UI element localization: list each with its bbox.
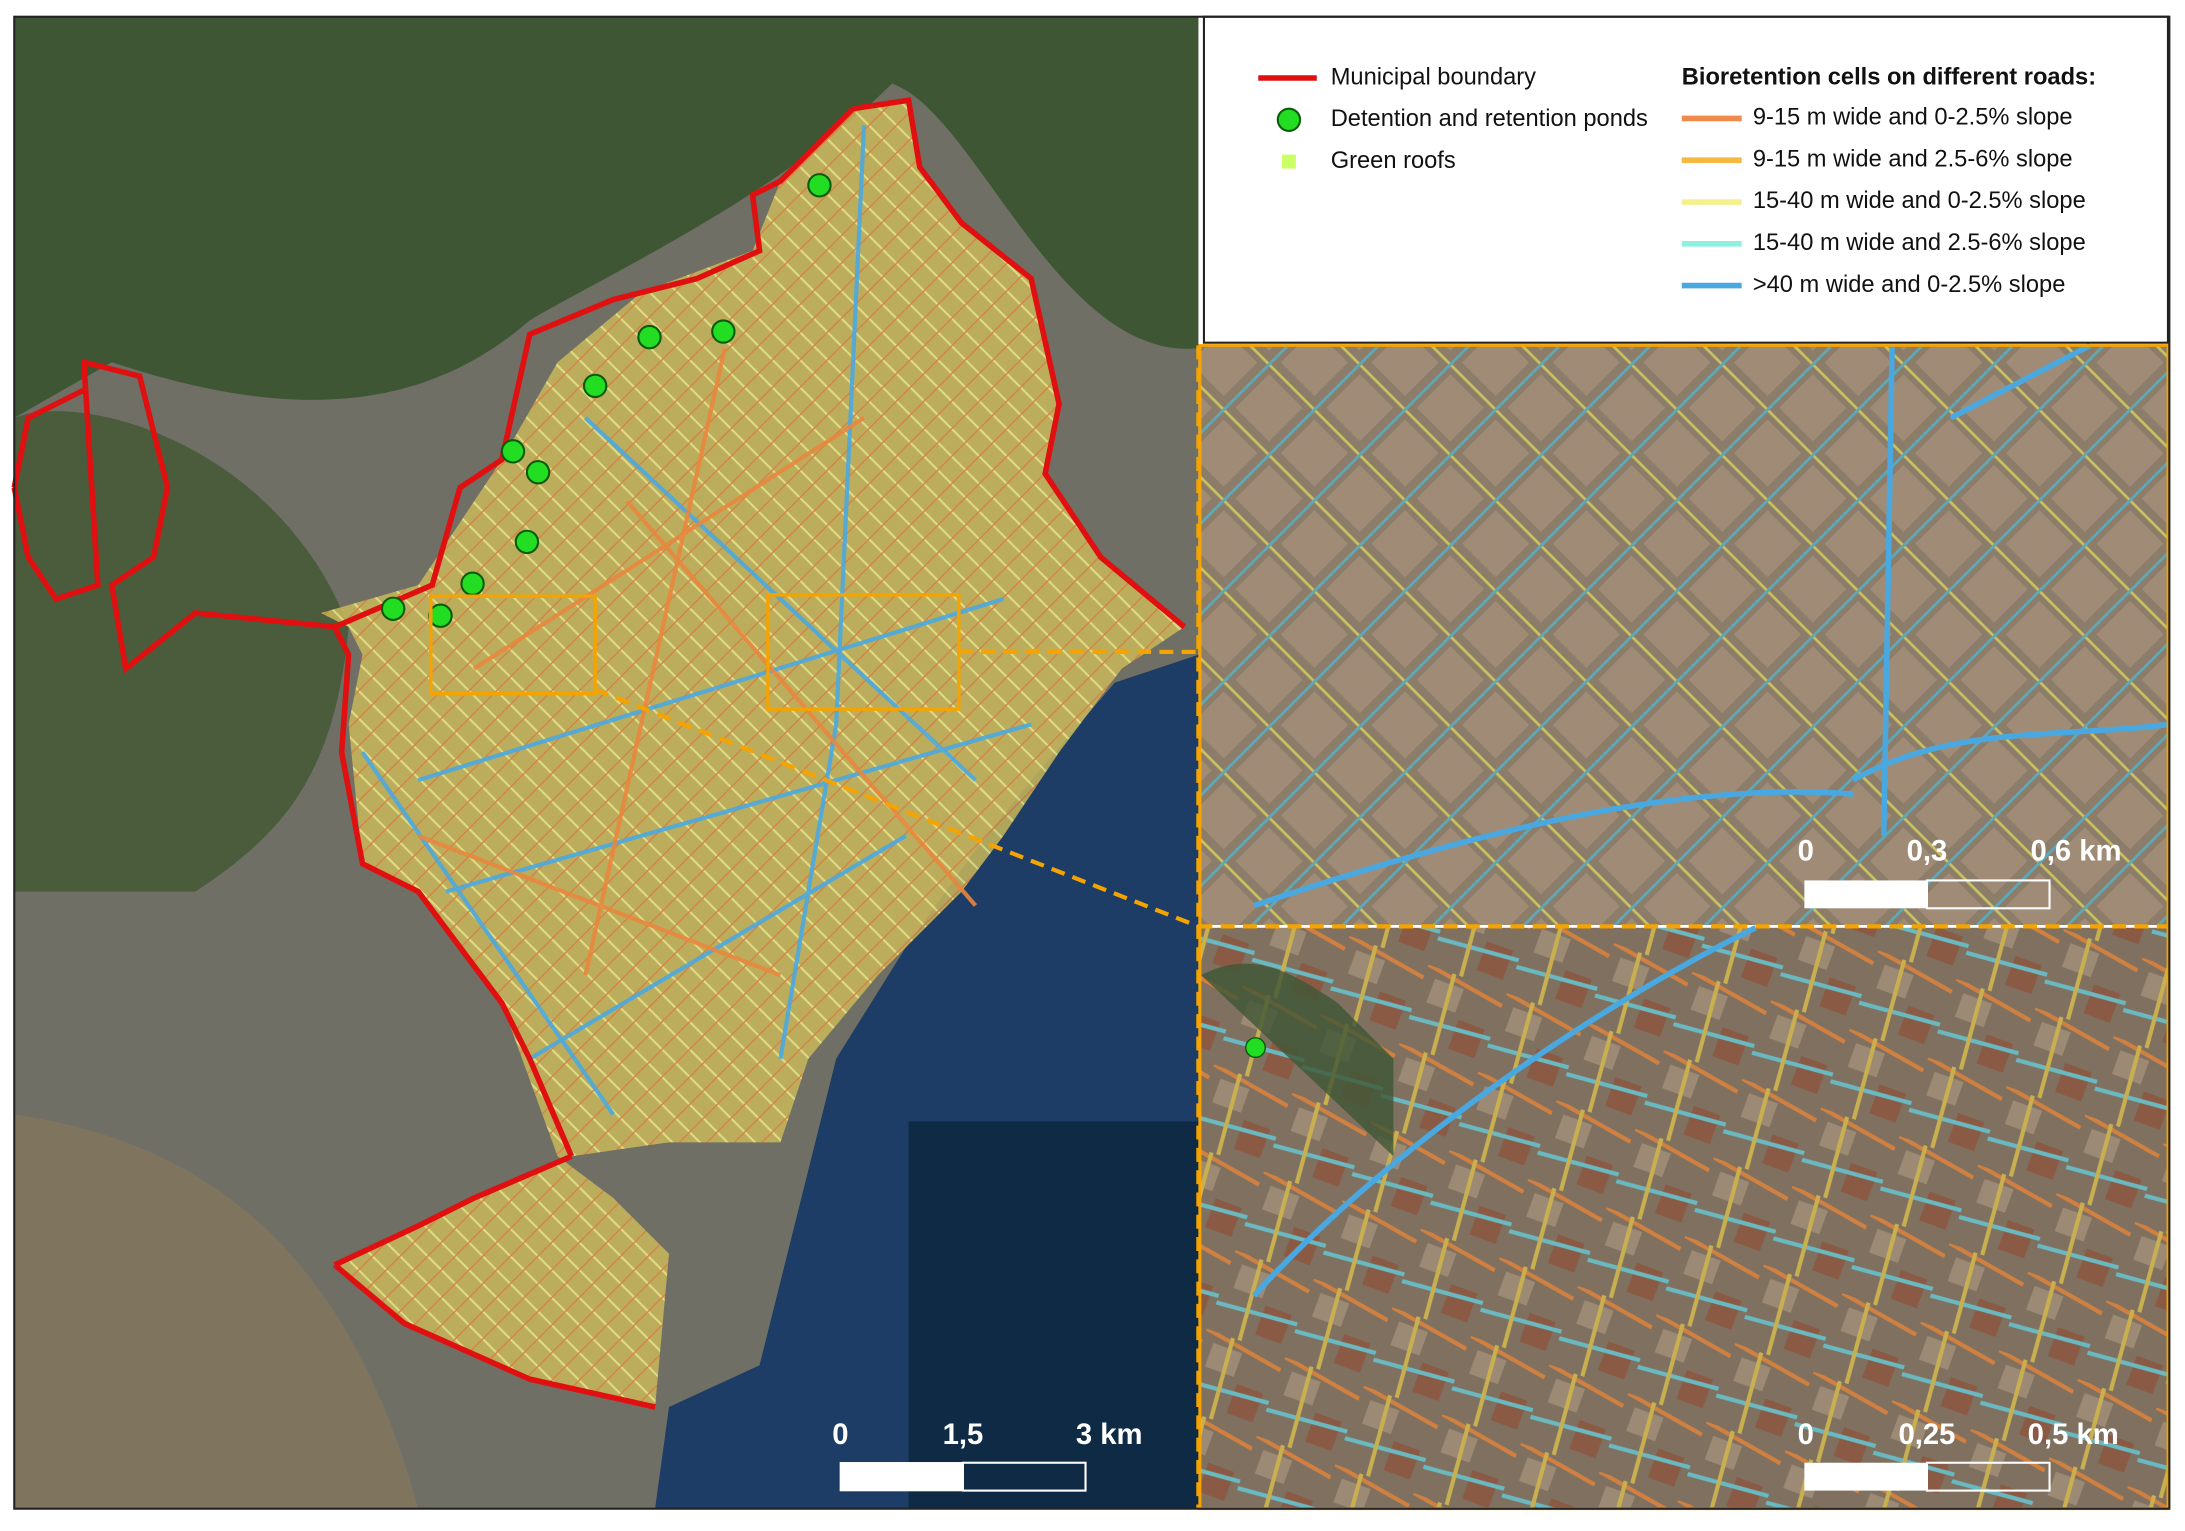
scale-label: 3 km [1076, 1419, 1143, 1451]
forest [14, 16, 1199, 418]
inset-image [1201, 927, 2168, 1509]
pond [582, 373, 608, 399]
scale-bar: 0 0,3 0,6 km [1798, 835, 2122, 910]
scale-segment [1925, 1461, 2051, 1492]
pond [1245, 1037, 1266, 1059]
scale-segment [961, 1461, 1087, 1492]
legend-label: >40 m wide and 0-2.5% slope [1753, 272, 2066, 298]
pond [807, 173, 832, 198]
sea-dark [908, 1121, 1199, 1509]
scale-bar: 0 1,5 3 km [832, 1419, 1143, 1492]
scale-segment [839, 1462, 964, 1492]
scale-segment [1804, 1462, 1927, 1491]
scale-label: 0 [1798, 1419, 1814, 1451]
pond [514, 529, 540, 555]
legend-title: Bioretention cells on different roads: [1682, 64, 2096, 90]
park [1201, 963, 1394, 1157]
pond [525, 460, 551, 485]
scale-segment [1925, 879, 2051, 910]
legend-label: 9-15 m wide and 0-2.5% slope [1753, 105, 2073, 131]
legend-label: Green roofs [1331, 148, 1456, 174]
pond [380, 596, 406, 621]
farmland [14, 1114, 419, 1509]
scale-label: 1,5 [943, 1419, 984, 1451]
pond [711, 319, 736, 344]
scale-segment [1804, 880, 1927, 909]
legend-circle [1276, 107, 1302, 132]
legend-label: Detention and retention ponds [1331, 106, 1648, 132]
scale-label: 0,5 km [2028, 1419, 2119, 1451]
scale-label: 0,6 km [2030, 835, 2121, 867]
road-network [1253, 343, 2169, 909]
scale-bar: 0 0,25 0,5 km [1798, 1419, 2119, 1492]
municipal-boundary [11, 97, 1187, 1410]
inset-image [1201, 345, 2168, 926]
legend-label: Municipal boundary [1331, 64, 1536, 90]
road-network [417, 347, 978, 978]
legend-square [1281, 154, 1296, 169]
pond [460, 571, 485, 596]
scale-label: 0,25 [1898, 1419, 1955, 1451]
legend-label: 9-15 m wide and 2.5-6% slope [1753, 146, 2073, 172]
scale-label: 0,3 [1907, 835, 1948, 867]
scale-label: 0 [1798, 835, 1814, 867]
road-network [1252, 925, 1757, 1298]
inset-top: 0 0,3 0,6 km [1201, 343, 2169, 926]
frame [13, 15, 2171, 1510]
pond [428, 603, 453, 628]
zoom-connector [594, 649, 1200, 929]
legend-label: 15-40 m wide and 0-2.5% slope [1753, 188, 2086, 214]
forest [14, 411, 349, 892]
pond [500, 439, 526, 464]
inset-bottom: 0 0,25 0,5 km [1201, 925, 2168, 1509]
legend: Municipal boundary Detention and retentio… [1202, 15, 2170, 344]
zoom-box [429, 594, 597, 696]
scale-label: 0 [832, 1419, 848, 1451]
legend-label: 15-40 m wide and 2.5-6% slope [1753, 230, 2086, 256]
main-map: 0 1,5 3 km [11, 16, 1200, 1509]
legend-box [1202, 15, 2170, 344]
pond [637, 324, 662, 350]
road-network [360, 125, 1032, 1116]
